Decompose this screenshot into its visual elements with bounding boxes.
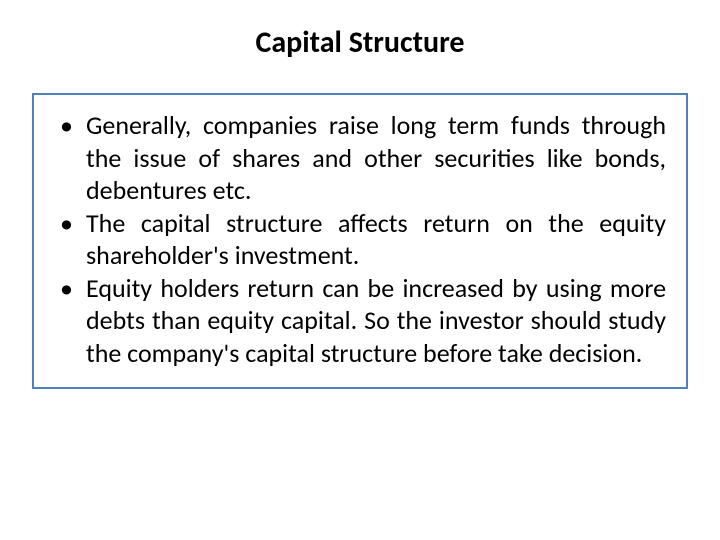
list-item: Equity holders return can be increased b… [54,272,666,370]
list-item: Generally, companies raise long term fun… [54,109,666,207]
list-item: The capital structure affects return on … [54,207,666,272]
slide-container: Capital Structure Generally, companies r… [0,0,720,540]
content-box: Generally, companies raise long term fun… [32,93,688,389]
slide-title: Capital Structure [28,24,692,61]
bullet-list: Generally, companies raise long term fun… [54,109,666,369]
